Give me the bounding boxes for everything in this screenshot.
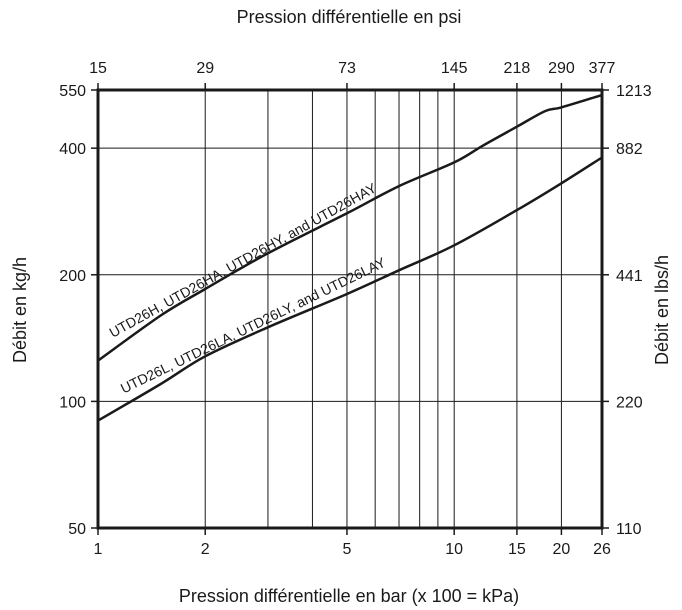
right-tick-label: 1213 xyxy=(616,83,652,100)
top-tick-label: 15 xyxy=(89,60,107,77)
bottom-axis-title: Pression différentielle en bar (x 100 = … xyxy=(179,586,519,606)
left-tick-label: 550 xyxy=(59,83,86,100)
top-tick-label: 290 xyxy=(548,60,575,77)
gridlines xyxy=(98,90,602,528)
top-tick-label: 377 xyxy=(589,60,616,77)
top-tick-label: 145 xyxy=(441,60,468,77)
right-tick-label: 882 xyxy=(616,141,643,158)
left-tick-label: 200 xyxy=(59,268,86,285)
top-axis-title: Pression différentielle en psi xyxy=(237,7,462,27)
bottom-tick-label: 15 xyxy=(508,541,526,558)
bottom-tick-label: 10 xyxy=(445,541,463,558)
left-tick-label: 100 xyxy=(59,394,86,411)
series-labels: UTD26H, UTD26HA, UTD26HY, and UTD26HAYUT… xyxy=(106,179,388,396)
bottom-tick-label: 2 xyxy=(201,541,210,558)
bottom-tick-label: 1 xyxy=(94,541,103,558)
series-lines xyxy=(97,93,603,422)
plot-frame xyxy=(96,88,604,530)
top-tick-label: 218 xyxy=(504,60,531,77)
bottom-tick-label: 26 xyxy=(593,541,611,558)
bottom-tick-label: 20 xyxy=(553,541,571,558)
top-tick-label: 29 xyxy=(196,60,214,77)
series-line-1 xyxy=(97,93,603,362)
right-tick-label: 220 xyxy=(616,394,643,411)
left-tick-label: 50 xyxy=(68,521,86,538)
bottom-tick-label: 5 xyxy=(343,541,352,558)
series-line-2 xyxy=(97,156,603,422)
right-tick-label: 441 xyxy=(616,268,643,285)
right-tick-label: 110 xyxy=(616,521,642,538)
left-tick-label: 400 xyxy=(59,141,86,158)
top-tick-label: 73 xyxy=(338,60,356,77)
series-label-1: UTD26H, UTD26HA, UTD26HY, and UTD26HAY xyxy=(106,179,379,340)
right-axis-title: Débit en lbs/h xyxy=(652,255,672,365)
tick-labels: 1 2 5 10 15 20 26 15 29 73 145 218 290 377 50 100 200 400… xyxy=(59,60,651,558)
left-axis-title: Débit en kg/h xyxy=(10,257,30,363)
